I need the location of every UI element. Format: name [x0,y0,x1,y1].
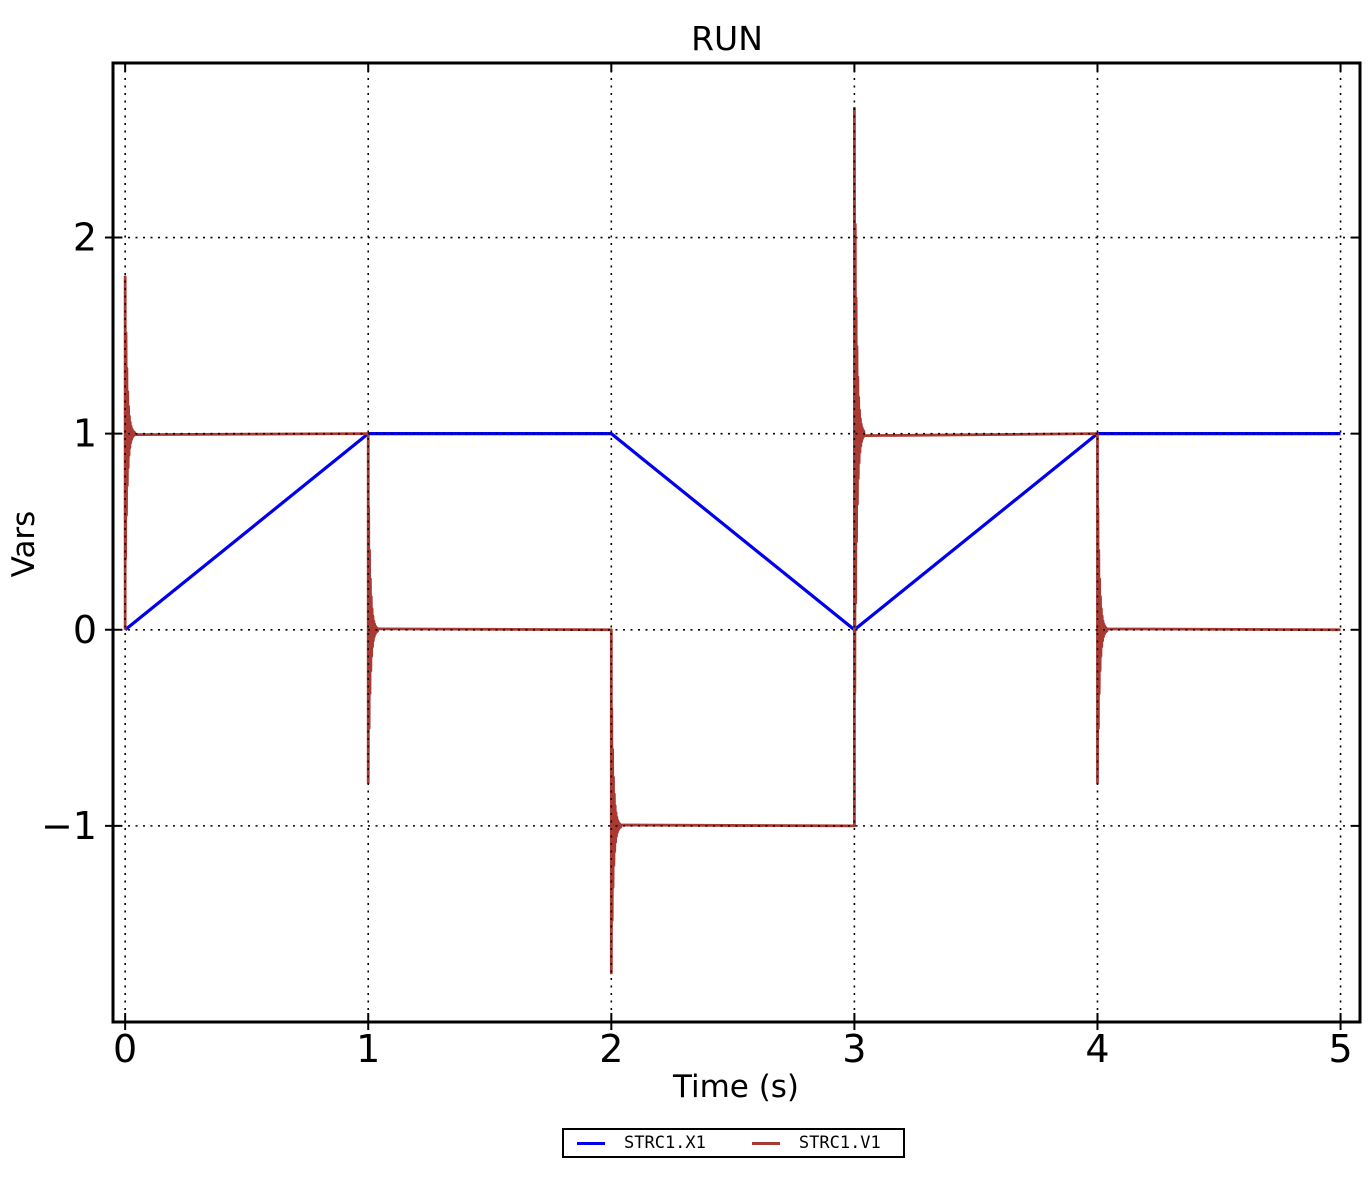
legend-label-x1: STRC1.X1 [624,1133,706,1153]
y-tick-label-2: 2 [73,216,97,260]
legend-item-v1: STRC1.V1 [751,1133,881,1153]
series-line-STRC1.X1 [124,432,1341,632]
legend-line-swatch-v1 [751,1141,780,1145]
x-tick-label-4: 4 [1085,1027,1109,1071]
y-tick-label-1: 1 [73,412,97,456]
y-axis-label: Vars [6,511,42,578]
axes-frame-layer [105,61,1362,1030]
x-tick-label-2: 2 [599,1027,623,1071]
legend-label-v1: STRC1.V1 [798,1133,881,1153]
y-tick-label-0: 0 [73,608,97,652]
legend-line-swatch-x1 [577,1141,605,1145]
tick-label-layer: 0 1 2 3 4 5 −1 0 1 2 [41,216,1353,1071]
y-tick-label-−1: −1 [41,804,97,848]
data-series-layer [123,106,1341,975]
axes-frame [111,61,1362,1024]
x-tick-label-5: 5 [1328,1027,1352,1071]
grid-layer [113,63,1360,1022]
x-tick-label-1: 1 [356,1027,380,1071]
legend: STRC1.X1 STRC1.V1 [562,1128,905,1158]
legend-item-x1: STRC1.X1 [577,1133,706,1153]
x-axis-label: Time (s) [672,1069,799,1105]
chart-title: RUN [691,19,763,58]
x-tick-label-0: 0 [113,1027,137,1071]
series-line-STRC1.V1 [123,106,1341,975]
x-tick-label-3: 3 [842,1027,866,1071]
